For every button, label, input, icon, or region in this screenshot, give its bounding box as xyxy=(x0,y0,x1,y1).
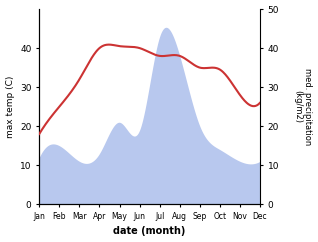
Y-axis label: med. precipitation
(kg/m2): med. precipitation (kg/m2) xyxy=(293,68,313,145)
X-axis label: date (month): date (month) xyxy=(114,227,186,236)
Y-axis label: max temp (C): max temp (C) xyxy=(5,76,15,138)
